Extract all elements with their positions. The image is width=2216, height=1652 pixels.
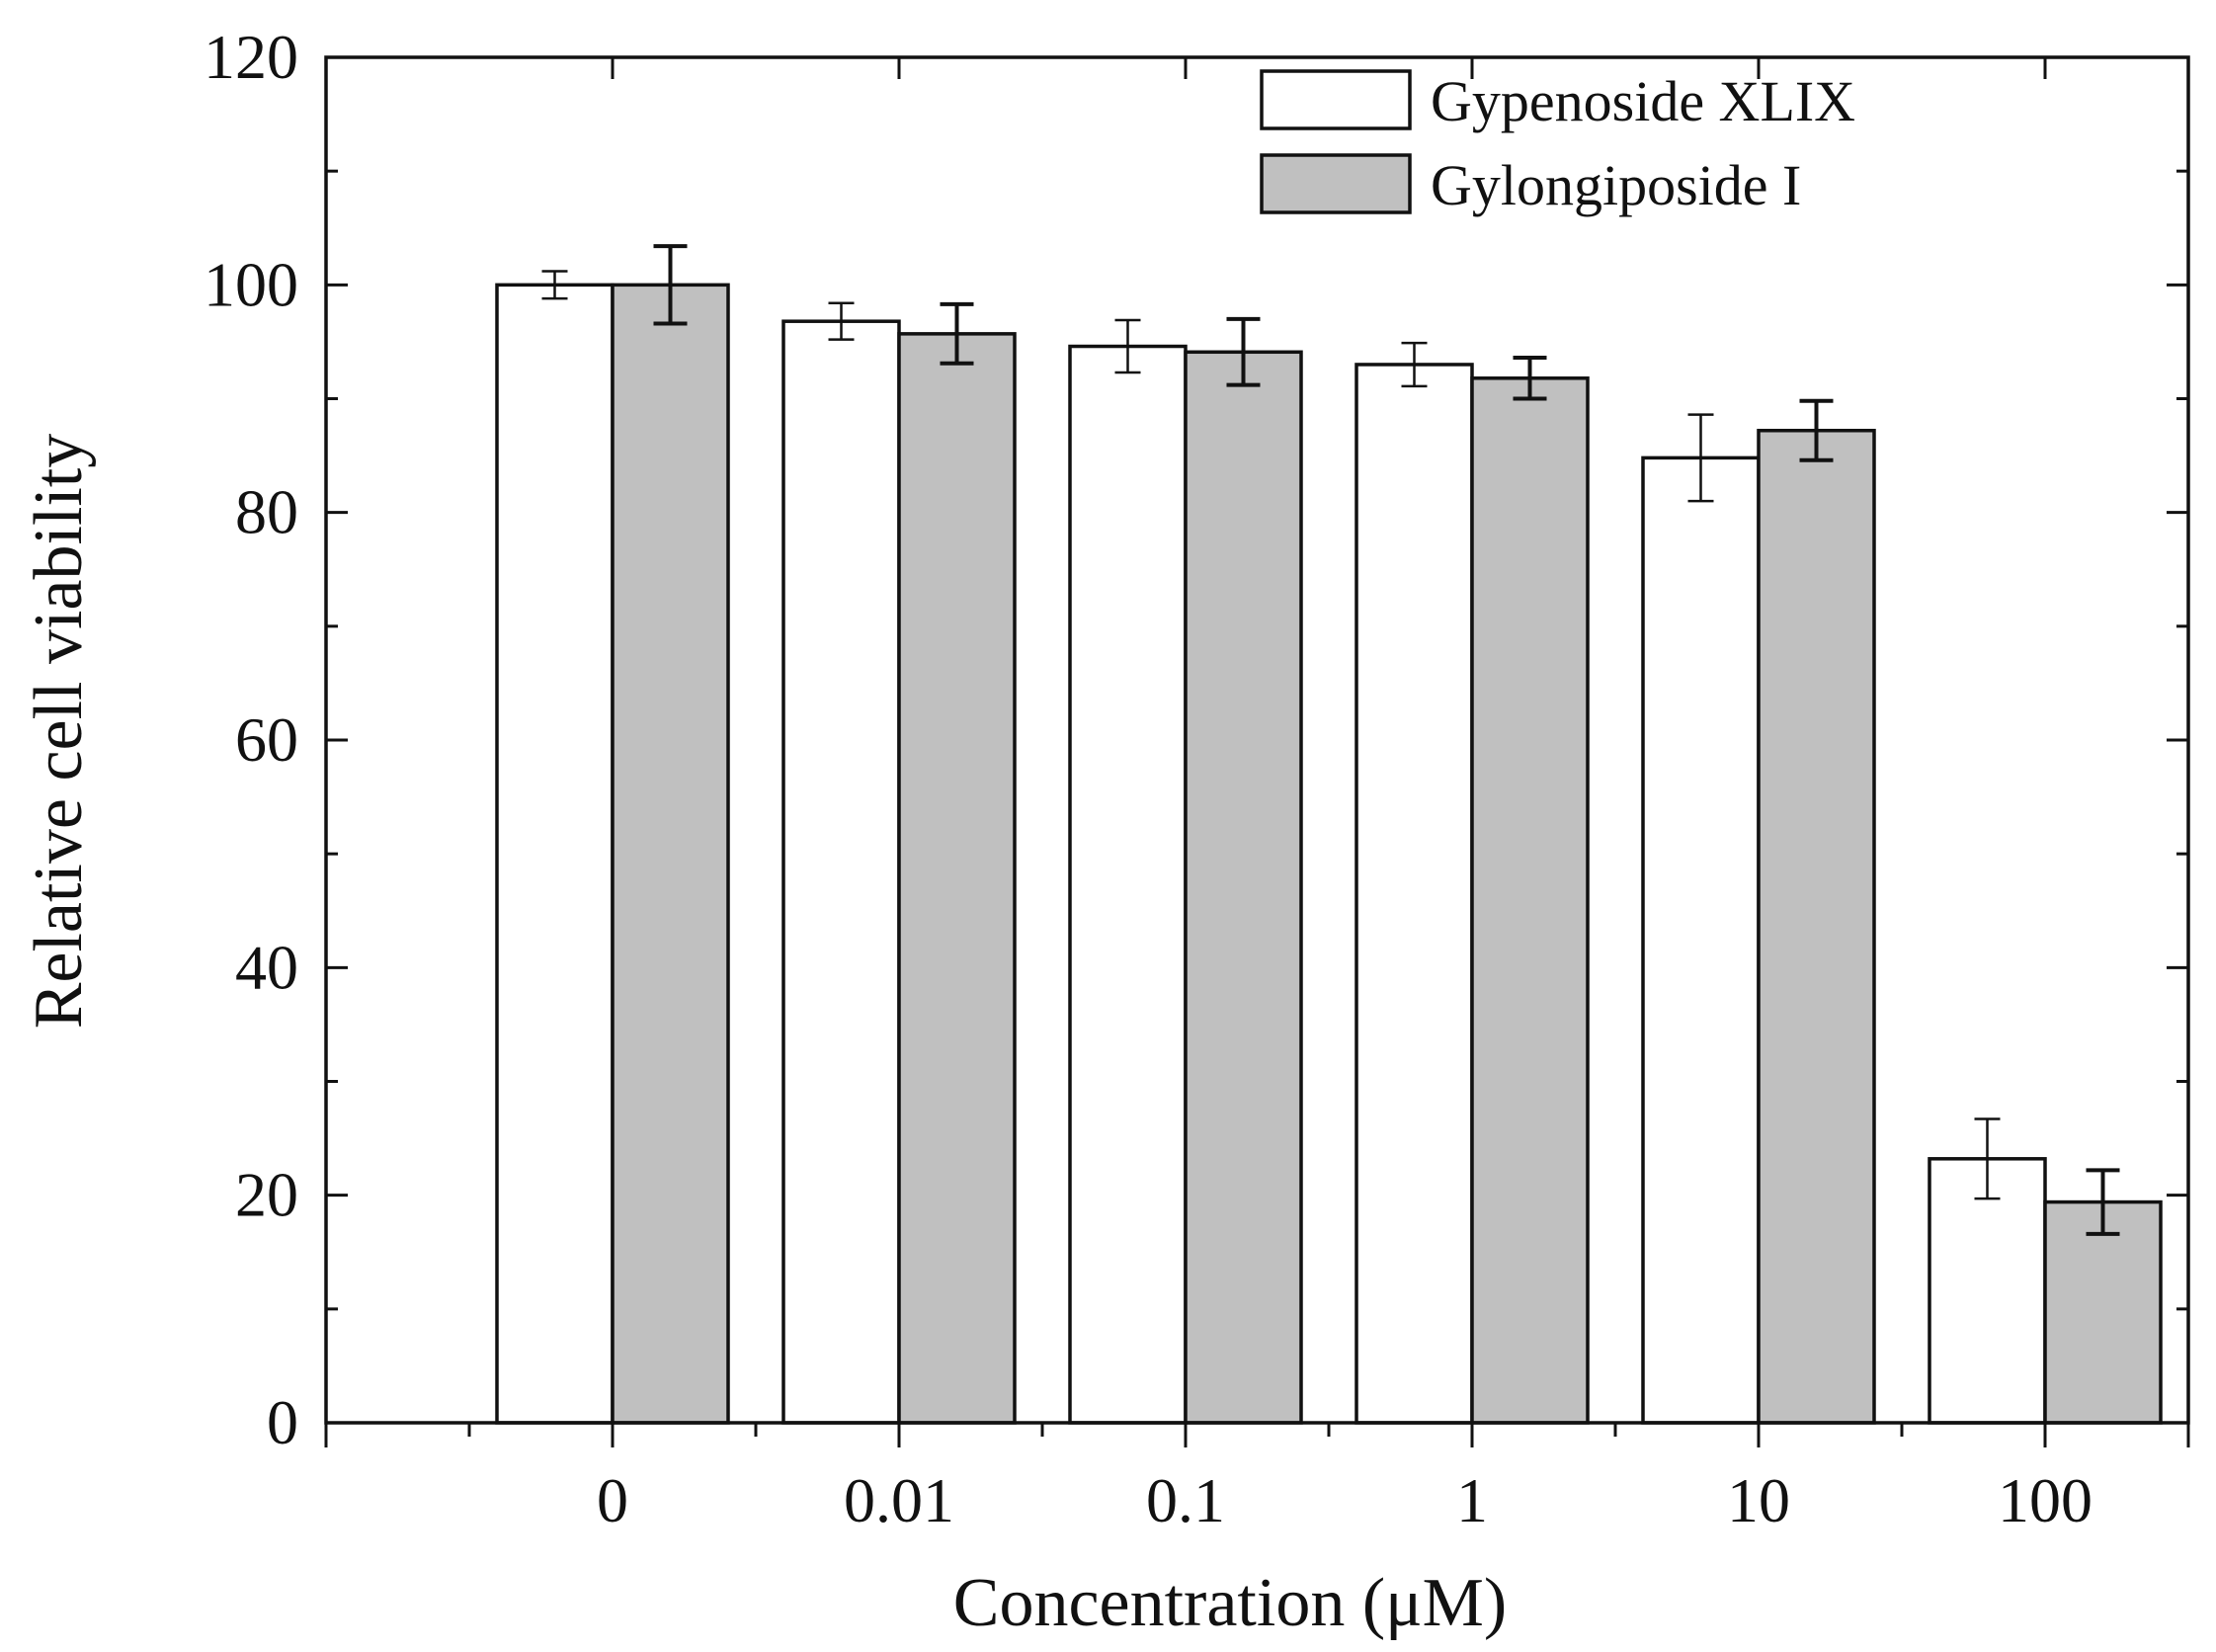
bar-gypenoside-xlix-0 [495, 283, 615, 1425]
error-bar-gypenoside-xlix-4 [1687, 413, 1714, 503]
legend-swatch-gylongiposide-i [1260, 153, 1412, 214]
error-bar-gylongiposide-i-0 [653, 244, 688, 326]
error-bar-gypenoside-xlix-3 [1401, 341, 1428, 388]
error-bar-gylongiposide-i-1 [940, 301, 974, 366]
error-bar-gypenoside-xlix-1 [828, 301, 855, 341]
error-bar-gylongiposide-i-3 [1513, 356, 1547, 401]
x-axis-ticks: 0 0.01 0.1 1 10 100 [324, 57, 2190, 1535]
error-bar-gylongiposide-i-5 [2086, 1168, 2120, 1236]
x-tick-label: 100 [1998, 1465, 2093, 1535]
y-tick-label: 80 [235, 477, 298, 547]
legend-label-gylongiposide-i: Gylongiposide I [1431, 153, 1801, 217]
y-axis-ticks: 0 20 40 60 80 100 120 [204, 22, 2188, 1457]
bar-gylongiposide-i-4 [1757, 428, 1876, 1425]
bar-gylongiposide-i-1 [897, 332, 1017, 1425]
x-tick-label: 10 [1727, 1465, 1790, 1535]
bar-gylongiposide-i-0 [611, 283, 730, 1425]
error-bars-layer [541, 244, 2120, 1236]
x-tick-label: 0 [597, 1465, 628, 1535]
x-tick-label: 1 [1456, 1465, 1488, 1535]
bar-gypenoside-xlix-1 [781, 319, 901, 1425]
y-tick-label: 100 [204, 249, 298, 319]
bar-gylongiposide-i-3 [1470, 376, 1590, 1425]
y-tick-label: 0 [267, 1387, 298, 1457]
bar-gylongiposide-i-5 [2043, 1199, 2163, 1425]
error-bar-gylongiposide-i-4 [1799, 398, 1834, 462]
error-bar-gylongiposide-i-2 [1226, 316, 1261, 387]
legend-label-gypenoside-xlix: Gypenoside XLIX [1431, 69, 1855, 133]
y-tick-label: 120 [204, 22, 298, 92]
error-bar-gypenoside-xlix-0 [541, 270, 568, 300]
y-tick-label: 20 [235, 1160, 298, 1230]
y-axis-title: Relative cell viability [21, 434, 97, 1030]
bar-gylongiposide-i-2 [1184, 350, 1303, 1425]
bar-gypenoside-xlix-2 [1068, 344, 1188, 1425]
bars-layer [495, 283, 2163, 1425]
x-axis-title: Concentration (μM) [953, 1565, 1507, 1641]
bar-gypenoside-xlix-5 [1928, 1157, 2047, 1425]
legend: Gypenoside XLIX Gylongiposide I [1260, 69, 1855, 217]
bar-gypenoside-xlix-4 [1641, 455, 1761, 1425]
y-tick-label: 60 [235, 704, 298, 775]
x-tick-label: 0.01 [844, 1465, 954, 1535]
legend-swatch-gypenoside-xlix [1260, 69, 1412, 130]
x-tick-label: 0.1 [1146, 1465, 1225, 1535]
error-bar-gypenoside-xlix-2 [1114, 318, 1141, 374]
y-tick-label: 40 [235, 932, 298, 1002]
bar-gypenoside-xlix-3 [1354, 363, 1474, 1425]
error-bar-gypenoside-xlix-5 [1974, 1117, 2001, 1200]
